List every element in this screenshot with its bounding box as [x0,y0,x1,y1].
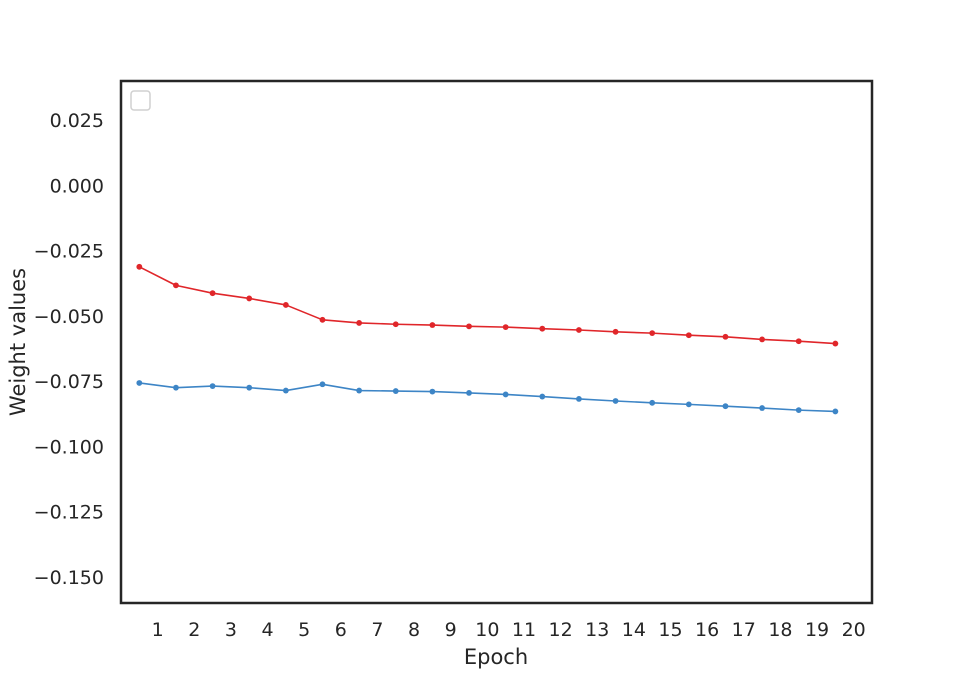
series-line [139,382,836,413]
y-tick-label: −0.150 [34,567,104,589]
data-point [502,324,509,331]
x-tick-label: 18 [768,619,792,641]
data-point [539,325,546,332]
x-tick-label: 5 [298,619,310,641]
y-tick-label: −0.025 [34,241,104,263]
data-point [832,340,839,347]
series-1 [136,263,839,347]
series-layer [136,263,839,415]
x-tick-label: 12 [549,619,573,641]
y-tick-labels: 0.025 0.000 −0.025 −0.050 −0.075 −0.100 −0.125… [34,110,104,589]
data-point [795,338,802,345]
data-point [759,336,765,343]
data-point [539,393,546,400]
y-tick-label: −0.125 [34,502,104,524]
data-point [429,322,436,328]
data-point [576,395,582,402]
x-tick-label: 11 [512,619,536,641]
data-point [649,330,656,337]
y-tick-label: −0.075 [34,371,104,393]
x-tick-label: 15 [658,619,682,641]
y-tick-label: 0.000 [50,175,104,197]
y-axis-label: Weight values [6,268,30,416]
x-tick-label: 13 [585,619,609,641]
data-point [759,405,765,411]
data-point [649,399,656,406]
legend-box [130,90,151,111]
x-tick-label: 20 [842,619,866,641]
data-point [466,323,472,330]
x-tick-label: 7 [371,619,383,641]
x-tick-label: 4 [261,619,273,641]
data-point [319,381,326,388]
data-point [502,391,509,398]
data-point [356,387,363,394]
data-point [136,263,143,270]
data-point [466,389,472,396]
data-point [173,384,179,391]
x-tick-label: 1 [152,619,164,641]
data-point [392,388,399,394]
data-point [209,290,216,297]
data-point [246,384,253,391]
plot-frame [119,79,874,605]
x-axis-label: Epoch [464,645,528,669]
data-point [319,316,326,323]
x-tick-label: 3 [225,619,237,641]
x-tick-label: 9 [445,619,457,641]
data-point [136,380,143,386]
x-tick-label: 2 [188,619,200,641]
data-point [576,327,582,333]
x-tick-label: 14 [622,619,646,641]
x-tick-label: 6 [335,619,347,641]
series-line [138,266,836,345]
data-point [173,282,179,289]
data-point [392,321,399,328]
x-tick-label: 10 [475,619,499,641]
y-tick-label: 0.025 [50,110,104,132]
x-tick-label: 16 [695,619,719,641]
data-point [722,333,729,340]
x-tick-label: 19 [805,619,829,641]
data-point [429,388,436,395]
y-tick-label: −0.050 [34,306,104,328]
x-tick-label: 17 [732,619,756,641]
data-point [722,403,729,410]
series-2 [136,380,839,415]
data-point [795,407,802,414]
data-point [356,320,363,326]
data-point [209,383,216,390]
data-point [282,387,289,394]
data-point [612,398,619,404]
y-tick-label: −0.100 [34,436,104,458]
data-point [685,401,692,408]
data-point [612,328,619,335]
x-tick-label: 8 [408,619,420,641]
data-point [685,332,692,339]
data-point [246,295,253,302]
data-point [832,408,839,415]
data-point [282,302,289,308]
x-tick-labels: 1 2 3 4 5 6 7 8 9 10 11 12 13 14 15 16 17 18 19 20 [152,619,866,641]
